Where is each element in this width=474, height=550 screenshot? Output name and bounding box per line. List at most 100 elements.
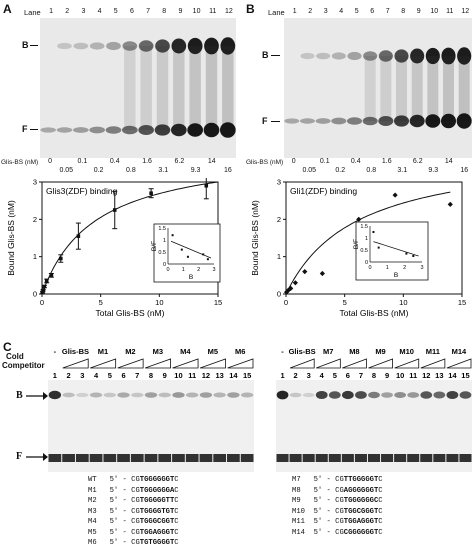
panel-b-conc-values: 0 0.1 0.4 1.6 6.2 14 0.05 0.2 0.8 3.1 9.3 16 [286,158,472,178]
gel-band-free [362,116,378,126]
sequence-row: M5 5' - CGTGGAGGGTC [88,529,179,537]
concentration-wedge-icon [145,358,172,369]
gel-band-bound [316,52,331,60]
inset-data-point [206,258,209,261]
panel-a-gel-image [40,37,236,138]
panel-b-band-f-tick [271,121,280,122]
panel-b-lane-numbers: 1 2 3 4 5 6 7 8 9 10 11 12 [286,8,472,18]
sequence-name: M4 [88,518,106,526]
inset-y-tick-label: 0.5 [360,248,368,254]
sequence-suffix: C [378,476,383,484]
inset-data-point [171,234,174,237]
panel-c-right-gel-image [276,390,472,462]
conc-value: 9.3 [428,167,439,174]
gel-band-free [103,454,117,462]
sequence-prefix: 5' - CG [105,486,140,495]
sequence-row: M3 5' - CGTGGGGTGTC [88,508,179,516]
gel-band-free [459,454,472,462]
gel-band-free [48,454,62,462]
inset-box [153,223,221,283]
concentration-wedge-icon [342,358,367,369]
panel-b-gel [284,18,472,158]
sequence-suffix: C [174,486,179,495]
sequence-prefix: 5' - CG [105,539,140,547]
gel-band-free [185,454,199,462]
panel-b-band-b-tick [271,55,280,56]
competitor-group-label: M10 [399,347,414,356]
x-tick-label: 5 [343,298,347,307]
sequence-core: TGGGGTGT [139,507,175,516]
panel-b-conc-label: Glis-BS (nM) [246,159,284,166]
gel-band-free [40,127,57,133]
inset-x-tick-label: 2 [197,267,200,273]
lane-number: 12 [461,8,470,15]
conc-value: 0.2 [335,167,346,174]
gel-band-bound [172,392,185,398]
sequence-name: M2 [88,497,106,505]
gel-band-free [227,454,240,462]
competitor-group-label: - [281,347,284,356]
panel-a-lane-label: Lane [24,8,41,17]
concentration-wedge-icon [420,358,446,369]
conc-value: 0.8 [126,167,136,174]
lane-number: 11 [446,8,454,15]
inset-data-point [180,248,183,251]
gel-band-bound [363,51,378,61]
gel-band-free [172,454,185,462]
inset-x-tick-label: 1 [182,267,185,273]
data-point [58,256,63,261]
data-point [44,279,49,283]
inset-box [355,221,429,281]
gel-band-bound [315,391,328,399]
gel-band-bound [89,392,103,398]
gel-smear [222,46,234,130]
inset-y-tick-label: 0 [163,262,166,268]
sequence-core: TGTGGGGT [139,539,175,547]
inset-y-tick-label: 0.5 [158,250,166,256]
inset-fit-line [170,240,212,259]
gel-band-free [378,116,394,126]
sequence-core: CGGGGGGT [343,528,379,537]
sequence-prefix: 5' - CG [309,476,344,484]
gel-band-free [456,113,472,129]
lane-number: 4 [97,8,102,15]
panel-a-band-b-tick [30,45,38,46]
inset-data-point [405,252,408,255]
conc-value: 0.4 [350,158,361,165]
sequence-row: M14 5' - CGCGGGGGGTC [292,529,383,537]
lane-number: 5 [113,8,118,15]
y-axis-label: Bound Glis-BS (nM) [6,200,16,276]
competitor-group-label: M8 [349,347,359,356]
gel-band-free [409,114,425,128]
sequence-row: M7 5' - CGTTGGGGGTC [292,476,383,484]
panel-a-letter: A [3,2,12,16]
gel-band-free [420,454,433,462]
gel-band-bound [131,392,144,398]
gel-band-free [213,454,227,462]
sequence-name: M9 [292,497,310,505]
sequence-name: M5 [88,528,106,537]
sequence-row: M11 5' - CGTGGAGGGTC [292,518,383,526]
sequence-suffix: C [174,476,179,484]
inset-y-tick-label: 1 [365,236,368,242]
lane-number: 9 [385,371,389,380]
inset-y-axis-label: B/F [151,241,158,251]
lane-number: 1 [49,8,54,15]
conc-value: 0 [48,158,53,165]
lane-number: 2 [308,8,313,15]
gel-band-bound [331,52,346,60]
gel-band-free [407,454,420,462]
sequence-row: M10 5' - CGTGGCGGGTC [292,508,383,516]
y-tick-label: 1 [277,252,281,261]
sequence-core: TGGGGGGA [139,486,175,495]
gel-band-free [89,454,103,462]
gel-band-bound [204,37,219,55]
gel-band-bound [355,391,367,399]
gel-smear [205,46,218,130]
gel-band-free [302,454,315,462]
conc-value: 16 [224,167,232,174]
concentration-wedge-icon [62,358,89,369]
concentration-wedge-icon [227,358,254,369]
gel-band-free [130,454,144,462]
